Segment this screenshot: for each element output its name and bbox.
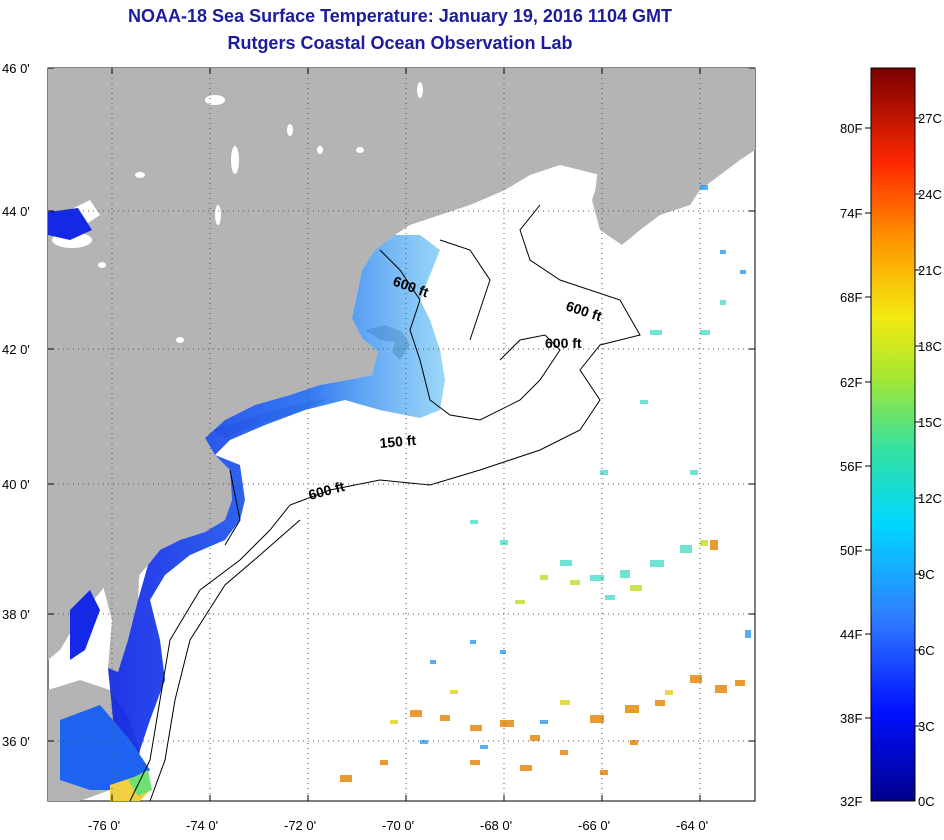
cb-c-label: 18C <box>918 339 942 354</box>
lat-label: 42 0' <box>2 342 30 357</box>
longitude-labels: -76 0' -74 0' -72 0' -70 0' -68 0' -66 0… <box>88 818 708 833</box>
land-nova-scotia <box>595 110 740 238</box>
land-delmarva <box>100 548 140 672</box>
lon-label: -66 0' <box>578 818 610 833</box>
cb-f-label: 50F <box>840 543 862 558</box>
colorbar-fahrenheit-labels: 80F 74F 68F 62F 56F 50F 44F 38F 32F <box>840 121 862 809</box>
cb-c-label: 12C <box>918 491 942 506</box>
lat-label: 36 0' <box>2 734 30 749</box>
land-north-america <box>48 68 755 660</box>
sst-coastal-cold <box>48 208 445 801</box>
lon-label: -70 0' <box>382 818 414 833</box>
cb-f-label: 68F <box>840 290 862 305</box>
cb-c-label: 3C <box>918 719 935 734</box>
depth-label: 150 ft <box>379 432 417 451</box>
cb-f-label: 80F <box>840 121 862 136</box>
cb-f-label: 74F <box>840 206 862 221</box>
lat-label: 46 0' <box>2 61 30 76</box>
colorbar-celsius-labels: 27C 24C 21C 18C 15C 12C 9C 6C 3C 0C <box>918 111 942 809</box>
cb-c-label: 21C <box>918 263 942 278</box>
sst-offshore-patches <box>340 185 751 782</box>
cb-f-label: 32F <box>840 794 862 809</box>
cb-c-label: 15C <box>918 415 942 430</box>
depth-label: 600 ft <box>545 335 582 351</box>
cb-f-label: 56F <box>840 459 862 474</box>
lon-label: -68 0' <box>480 818 512 833</box>
lat-label: 38 0' <box>2 607 30 622</box>
cb-c-label: 6C <box>918 643 935 658</box>
cb-f-label: 62F <box>840 375 862 390</box>
map-title: NOAA-18 Sea Surface Temperature: January… <box>128 6 672 26</box>
cb-c-label: 24C <box>918 187 942 202</box>
latitude-labels: 46 0' 44 0' 42 0' 40 0' 38 0' 36 0' <box>2 61 30 749</box>
lon-label: -72 0' <box>284 818 316 833</box>
lat-label: 44 0' <box>2 204 30 219</box>
cb-c-label: 9C <box>918 567 935 582</box>
lon-label: -64 0' <box>676 818 708 833</box>
gridlines <box>48 68 755 801</box>
map-subtitle: Rutgers Coastal Ocean Observation Lab <box>227 33 573 53</box>
colorbar: 80F 74F 68F 62F 56F 50F 44F 38F 32F 27C … <box>840 67 942 809</box>
lat-label: 40 0' <box>2 477 30 492</box>
cb-f-label: 44F <box>840 627 862 642</box>
lon-label: -74 0' <box>186 818 218 833</box>
cb-c-label: 0C <box>918 794 935 809</box>
lon-label: -76 0' <box>88 818 120 833</box>
cb-c-label: 27C <box>918 111 942 126</box>
axis-ticks <box>48 67 755 801</box>
depth-contours <box>129 204 641 801</box>
cb-f-label: 38F <box>840 711 862 726</box>
inland-lakes <box>52 82 423 343</box>
